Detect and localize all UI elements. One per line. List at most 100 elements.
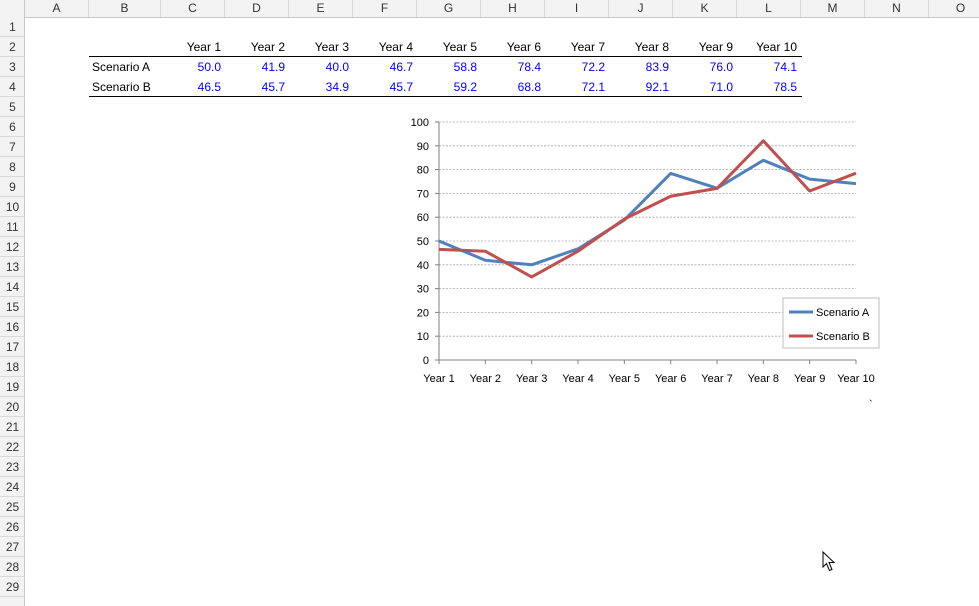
column-header-b[interactable]: B	[89, 0, 161, 17]
table-top-border	[89, 56, 802, 57]
header-cell[interactable]: Year 5	[442, 40, 477, 54]
value-cell[interactable]: 50.0	[197, 60, 221, 74]
value-cell[interactable]: 59.2	[453, 80, 477, 94]
column-header-h[interactable]: H	[481, 0, 545, 17]
value-cell[interactable]: 45.7	[261, 80, 285, 94]
column-header-i[interactable]: I	[545, 0, 609, 17]
value-cell[interactable]: 40.0	[325, 60, 349, 74]
row-header-15[interactable]: 15	[0, 297, 25, 317]
x-tick-label: Year 2	[470, 373, 501, 385]
column-header-n[interactable]: N	[865, 0, 929, 17]
row-header-24[interactable]: 24	[0, 477, 25, 497]
column-header-k[interactable]: K	[673, 0, 737, 17]
column-header-g[interactable]: G	[417, 0, 481, 17]
y-tick-label: 10	[417, 331, 429, 343]
row-header-7[interactable]: 7	[0, 137, 25, 157]
header-cell[interactable]: Year 8	[634, 40, 669, 54]
row-label-cell[interactable]: Scenario A	[92, 60, 151, 74]
select-all-corner[interactable]	[0, 0, 25, 17]
value-cell[interactable]: 71.0	[709, 80, 733, 94]
row-header-23[interactable]: 23	[0, 457, 25, 477]
row-header-22[interactable]: 22	[0, 437, 25, 457]
row-header-11[interactable]: 11	[0, 217, 25, 237]
row-header-5[interactable]: 5	[0, 97, 25, 117]
x-tick-label: Year 10	[837, 373, 875, 385]
y-tick-label: 80	[417, 165, 429, 177]
value-cell[interactable]: 72.1	[581, 80, 605, 94]
value-cell[interactable]: 72.2	[581, 60, 605, 74]
header-cell[interactable]: Year 2	[250, 40, 285, 54]
stray-mark: `	[869, 399, 873, 410]
y-tick-label: 90	[417, 141, 429, 153]
row-header-12[interactable]: 12	[0, 237, 25, 257]
row-header-1[interactable]: 1	[0, 17, 25, 37]
x-tick-label: Year 1	[423, 373, 454, 385]
header-cell[interactable]: Year 1	[186, 40, 221, 54]
row-header-20[interactable]: 20	[0, 397, 25, 417]
line-chart[interactable]: 0 10 20 30 40 50 60 70 80 90 100 Year 1 Year 2 Year 3…	[400, 110, 890, 410]
row-header-2[interactable]: 2	[0, 37, 25, 57]
y-tick-label: 0	[423, 355, 429, 367]
row-header-21[interactable]: 21	[0, 417, 25, 437]
value-cell[interactable]: 41.9	[261, 60, 285, 74]
value-cell[interactable]: 45.7	[389, 80, 413, 94]
row-header-19[interactable]: 19	[0, 377, 25, 397]
header-cell[interactable]: Year 6	[506, 40, 541, 54]
row-header-9[interactable]: 9	[0, 177, 25, 197]
row-header-10[interactable]: 10	[0, 197, 25, 217]
row-header-29[interactable]: 29	[0, 577, 25, 597]
header-cell[interactable]: Year 4	[378, 40, 413, 54]
row-header-27[interactable]: 27	[0, 537, 25, 557]
legend-label: Scenario A	[816, 307, 870, 319]
x-tick-label: Year 6	[655, 373, 686, 385]
row-header-14[interactable]: 14	[0, 277, 25, 297]
column-header-a[interactable]: A	[25, 0, 89, 17]
column-header-e[interactable]: E	[289, 0, 353, 17]
legend-label: Scenario B	[816, 331, 870, 343]
table-bottom-border	[89, 96, 802, 97]
header-cell[interactable]: Year 3	[314, 40, 349, 54]
value-cell[interactable]: 58.8	[453, 60, 477, 74]
series-line-scenario-a	[438, 158, 857, 267]
column-header-j[interactable]: J	[609, 0, 673, 17]
row-header-26[interactable]: 26	[0, 517, 25, 537]
y-tick-label: 20	[417, 307, 429, 319]
value-cell[interactable]: 46.7	[389, 60, 413, 74]
row-header-18[interactable]: 18	[0, 357, 25, 377]
header-cell[interactable]: Year 10	[756, 40, 797, 54]
value-cell[interactable]: 76.0	[709, 60, 733, 74]
x-tick-label: Year 8	[748, 373, 779, 385]
value-cell[interactable]: 92.1	[645, 80, 669, 94]
row-header-28[interactable]: 28	[0, 557, 25, 577]
x-tick-label: Year 5	[609, 373, 640, 385]
value-cell[interactable]: 78.4	[517, 60, 541, 74]
row-header-25[interactable]: 25	[0, 497, 25, 517]
value-cell[interactable]: 34.9	[325, 80, 349, 94]
header-cell[interactable]: Year 7	[570, 40, 605, 54]
value-cell[interactable]: 74.1	[773, 60, 797, 74]
row-header-6[interactable]: 6	[0, 117, 25, 137]
column-header-f[interactable]: F	[353, 0, 417, 17]
row-header-8[interactable]: 8	[0, 157, 25, 177]
series-line-scenario-b	[438, 139, 857, 279]
row-header-4[interactable]: 4	[0, 77, 25, 97]
column-header-o[interactable]: O	[929, 0, 979, 17]
row-header-16[interactable]: 16	[0, 317, 25, 337]
row-label-cell[interactable]: Scenario B	[92, 80, 151, 94]
y-tick-label: 30	[417, 284, 429, 296]
row-header-17[interactable]: 17	[0, 337, 25, 357]
row-header-bar: 1 2 3 4 5 6 7 8 9 10 11 12 13 14 15 16 17 18 19 20 21 22 23 24 2…	[0, 17, 25, 606]
value-cell[interactable]: 83.9	[645, 60, 669, 74]
column-header-l[interactable]: L	[737, 0, 801, 17]
value-cell[interactable]: 46.5	[197, 80, 221, 94]
column-header-m[interactable]: M	[801, 0, 865, 17]
header-cell[interactable]: Year 9	[698, 40, 733, 54]
row-header-13[interactable]: 13	[0, 257, 25, 277]
value-cell[interactable]: 78.5	[773, 80, 797, 94]
column-header-d[interactable]: D	[225, 0, 289, 17]
row-header-3[interactable]: 3	[0, 57, 25, 77]
x-tick-label: Year 9	[794, 373, 825, 385]
column-header-c[interactable]: C	[161, 0, 225, 17]
value-cell[interactable]: 68.8	[517, 80, 541, 94]
